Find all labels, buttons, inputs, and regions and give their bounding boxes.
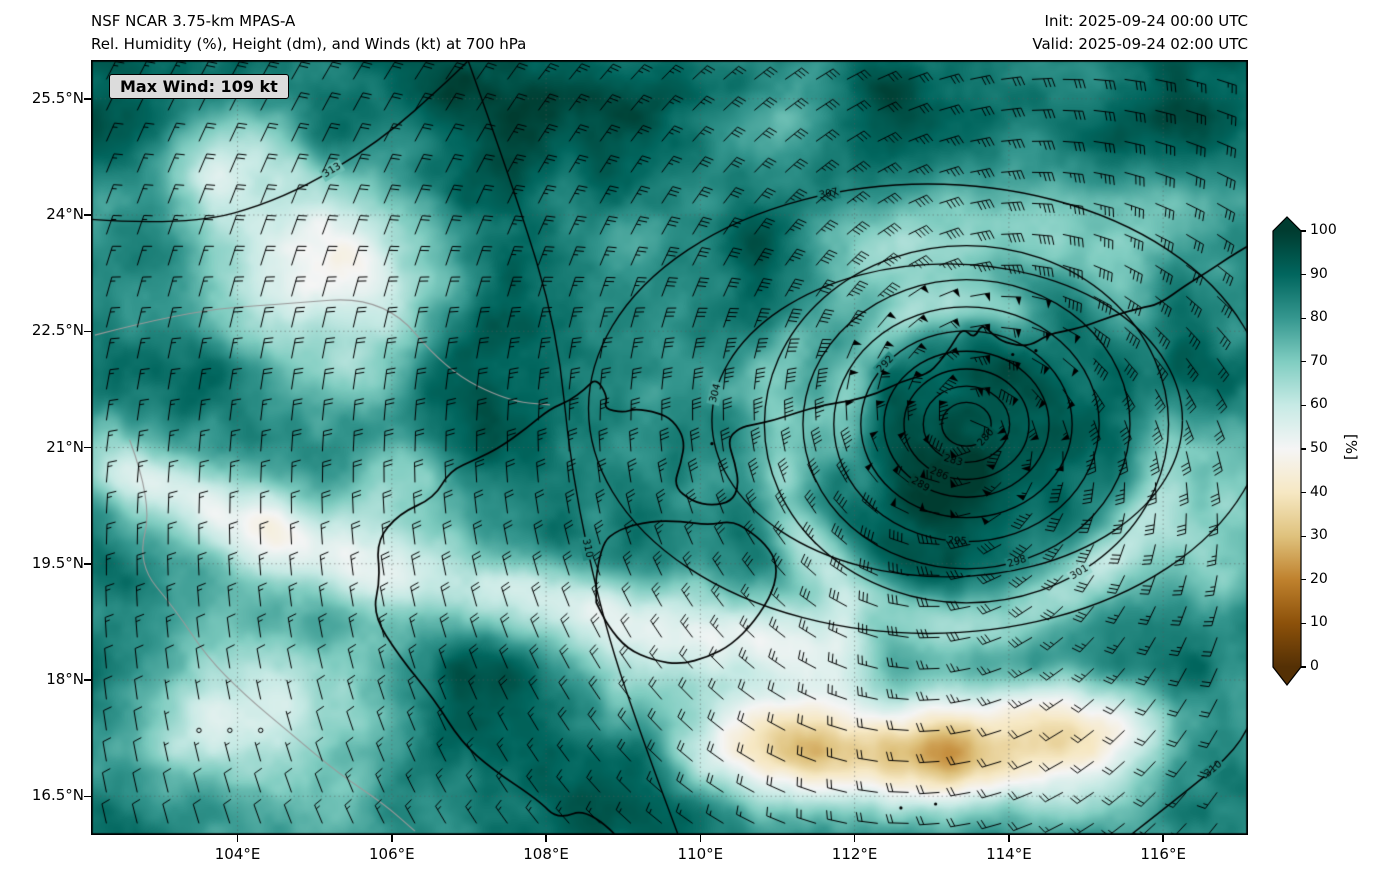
colorbar-tick-label: 100 [1310,222,1337,238]
colorbar-tick-label: 70 [1310,352,1328,369]
x-tick-label: 104°E [214,845,261,863]
product-title: Rel. Humidity (%), Height (dm), and Wind… [91,34,527,53]
x-tick-mark [853,835,856,842]
x-tick-label: 110°E [677,845,724,863]
x-tick-mark [391,835,393,842]
map-plot: Max Wind: 109 kt [91,60,1248,835]
y-tick-label: 16.5°N [31,786,84,805]
colorbar [1272,216,1302,690]
colorbar-tick-label: 90 [1310,265,1328,282]
x-tick-mark [699,835,702,842]
colorbar-tick-mark [1301,230,1306,232]
y-tick-label: 24°N [46,205,84,223]
x-tick-mark [1162,835,1164,842]
y-tick-label: 21°N [46,437,84,456]
x-tick-mark [545,835,547,842]
x-tick-mark [236,835,239,842]
y-tick-mark [84,563,91,565]
y-tick-mark [84,446,91,449]
colorbar-unit-label: [%] [1341,434,1360,460]
colorbar-tick-label: 50 [1310,440,1328,456]
y-tick-mark [84,679,91,681]
x-tick-label: 112°E [831,845,878,863]
y-tick-mark [84,214,91,216]
colorbar-tick-mark [1301,448,1306,450]
y-tick-mark [84,98,91,100]
model-title: NSF NCAR 3.75-km MPAS-A [91,12,296,30]
map-canvas [91,60,1248,835]
colorbar-tick-mark [1301,492,1306,494]
colorbar-tick-mark [1301,317,1306,319]
colorbar-tick-label: 30 [1310,527,1328,544]
init-time: Init: 2025-09-24 00:00 UTC [1044,12,1248,30]
colorbar-tick-label: 10 [1310,614,1328,631]
colorbar-tick-mark [1301,274,1306,276]
colorbar-tick-mark [1301,361,1306,363]
colorbar-tick-label: 40 [1310,483,1328,500]
y-tick-mark [84,795,91,797]
colorbar-tick-mark [1301,666,1306,668]
x-tick-label: 106°E [369,845,415,863]
colorbar-tick-label: 80 [1310,309,1328,326]
time-block: Init: 2025-09-24 00:00 UTC Valid: 2025-0… [1032,10,1248,55]
y-tick-label: 22.5°N [31,321,84,340]
y-tick-label: 18°N [46,670,84,688]
colorbar-tick-mark [1301,404,1306,406]
colorbar-tick-mark [1301,535,1306,537]
x-tick-label: 114°E [986,845,1032,863]
colorbar-tick-label: 60 [1310,396,1328,413]
x-tick-label: 116°E [1140,845,1186,863]
colorbar-tick-label: 20 [1310,570,1328,587]
colorbar-tick-label: 0 [1310,658,1319,674]
colorbar-tick-mark [1301,579,1306,581]
x-tick-mark [1008,835,1010,842]
colorbar-tick-mark [1301,622,1306,624]
max-wind-badge: Max Wind: 109 kt [109,74,289,99]
valid-time: Valid: 2025-09-24 02:00 UTC [1032,34,1248,53]
colorbar-gradient [1272,216,1302,686]
y-tick-label: 19.5°N [31,553,84,572]
title-block: NSF NCAR 3.75-km MPAS-A Rel. Humidity (%… [91,10,526,55]
y-tick-mark [84,330,91,332]
y-tick-label: 25.5°N [31,88,84,107]
x-tick-label: 108°E [523,845,569,863]
